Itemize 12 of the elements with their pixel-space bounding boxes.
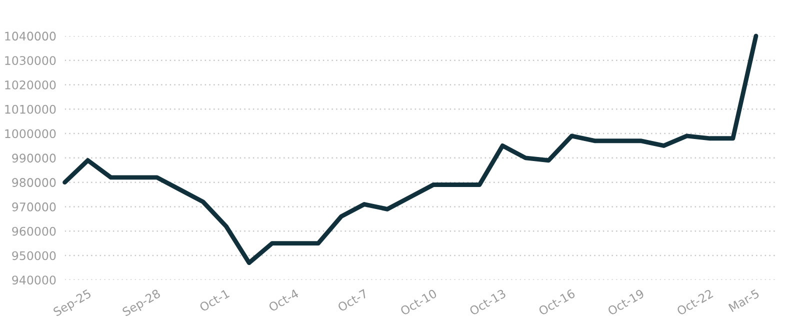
y-tick-label: 970000	[12, 202, 56, 212]
y-tick-label: 1000000	[5, 129, 56, 138]
y-tick-label: 1040000	[5, 32, 56, 41]
y-tick-label: 960000	[12, 226, 56, 236]
y-tick-label: 950000	[12, 251, 56, 260]
y-tick-label: 1020000	[5, 80, 56, 90]
y-tick-label: 980000	[12, 178, 56, 187]
y-tick-label: 940000	[12, 276, 56, 285]
y-tick-label: 1030000	[5, 56, 56, 65]
line-series	[62, 34, 758, 266]
y-tick-label: 990000	[12, 154, 56, 163]
y-tick-label: 1010000	[5, 104, 56, 114]
